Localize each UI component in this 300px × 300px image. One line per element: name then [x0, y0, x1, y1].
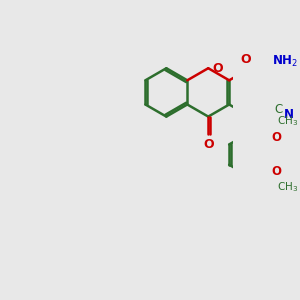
- Text: O: O: [271, 165, 281, 178]
- Text: O: O: [271, 131, 281, 144]
- Text: O: O: [203, 138, 214, 151]
- Text: CH$_3$: CH$_3$: [277, 115, 298, 128]
- Text: C: C: [274, 103, 282, 116]
- Text: NH$_2$: NH$_2$: [272, 54, 298, 69]
- Text: N: N: [284, 108, 294, 122]
- Text: O: O: [240, 53, 251, 66]
- Text: O: O: [212, 62, 223, 75]
- Text: CH$_3$: CH$_3$: [277, 180, 298, 194]
